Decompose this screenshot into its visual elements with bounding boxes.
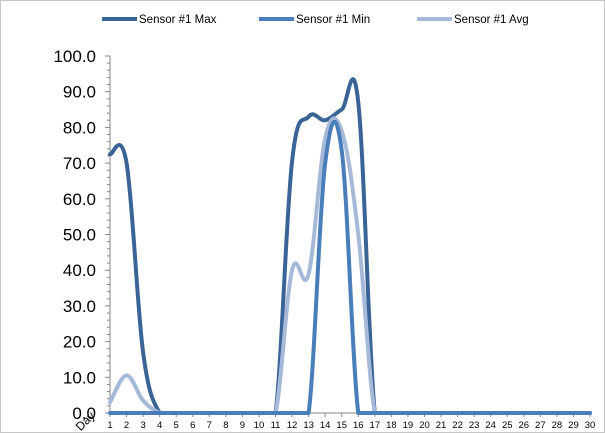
x-tick-label: 10 (254, 420, 265, 431)
x-tick-label: 7 (207, 420, 212, 431)
x-tick-label: 14 (320, 420, 331, 431)
x-tick-label: 4 (157, 420, 162, 431)
x-tick-label: 19 (403, 420, 414, 431)
x-tick-label: 24 (485, 420, 496, 431)
y-tick-label: 0.0 (72, 404, 96, 423)
y-tick-label: 40.0 (63, 261, 96, 280)
x-tick-label: 21 (436, 420, 447, 431)
x-tick-label: 3 (140, 420, 145, 431)
series-line-sensor-1-min (108, 119, 592, 416)
x-tick-label: 12 (287, 420, 298, 431)
x-tick-label: 9 (240, 420, 245, 431)
x-tick-label: 2 (124, 420, 129, 431)
x-tick-label: 6 (190, 420, 195, 431)
y-tick-label: 30.0 (63, 297, 96, 316)
y-tick-label: 100.0 (53, 47, 96, 66)
x-tick-label: 18 (386, 420, 397, 431)
series-layer (108, 77, 592, 416)
y-tick-label: 70.0 (63, 154, 96, 173)
y-tick-label: 50.0 (63, 226, 96, 245)
x-tick-label: 25 (502, 420, 513, 431)
x-tick-label: 15 (336, 420, 347, 431)
x-tick-label: 16 (353, 420, 364, 431)
x-tick-label: 22 (452, 420, 463, 431)
x-tick-label: 26 (519, 420, 530, 431)
x-tick-label: 17 (370, 420, 381, 431)
y-tick-label: 60.0 (63, 190, 96, 209)
x-tick-label: 11 (271, 420, 281, 431)
legend-label: Sensor #1 Max (139, 14, 217, 26)
legend-label: Sensor #1 Min (296, 14, 370, 26)
x-tick-label: 27 (535, 420, 546, 431)
y-tick-label: 20.0 (63, 333, 96, 352)
x-tick-label: 29 (568, 420, 579, 431)
legend-label: Sensor #1 Avg (454, 14, 529, 26)
x-tick-label: 30 (585, 420, 596, 431)
x-tick-label: 23 (469, 420, 480, 431)
legend: Sensor #1 Max Sensor #1 Min Sensor #1 Avg (102, 14, 529, 26)
x-tick-label: 5 (174, 420, 179, 431)
x-tick-label: 1 (107, 420, 112, 431)
y-tick-label: 90.0 (63, 83, 96, 102)
y-tick-label: 80.0 (63, 118, 96, 137)
x-tick-label: 28 (552, 420, 563, 431)
axes: 0.0 10.0 20.0 30.0 40.0 50.0 60.0 70.0 80.0 90.0 1… (53, 47, 595, 431)
x-tick-label: 8 (223, 420, 228, 431)
x-tick-label: 13 (303, 420, 314, 431)
y-tick-label: 10.0 (63, 368, 96, 387)
x-tick-label: 20 (419, 420, 430, 431)
